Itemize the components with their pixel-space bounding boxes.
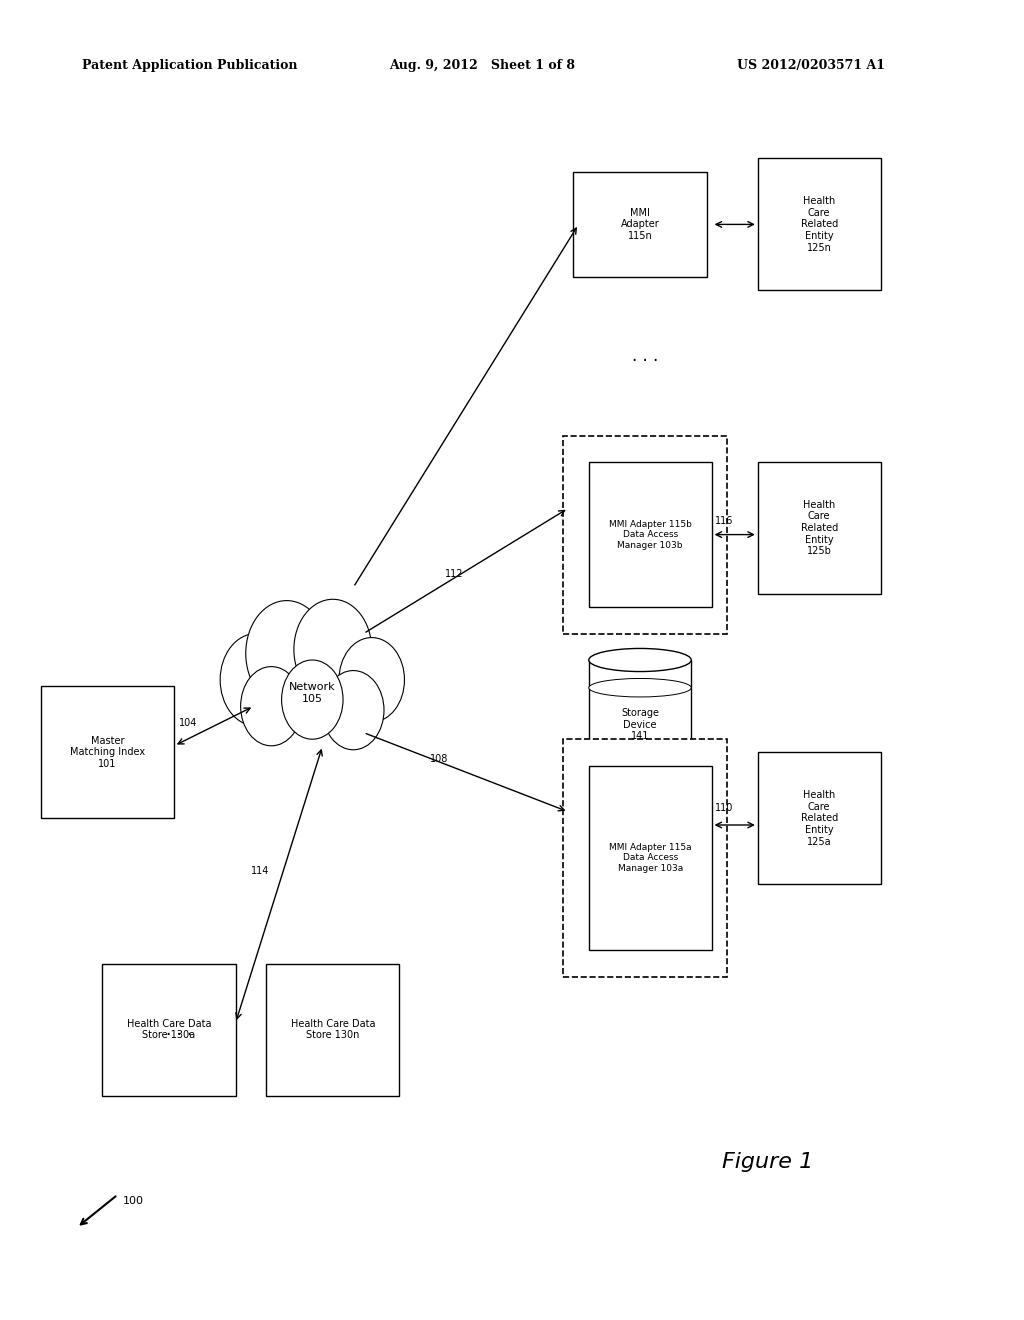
Text: Health
Care
Related
Entity
125b: Health Care Related Entity 125b [801, 500, 838, 556]
Text: Figure 1: Figure 1 [722, 1151, 814, 1172]
FancyBboxPatch shape [563, 739, 727, 977]
Text: Health Care Data
Store 130n: Health Care Data Store 130n [291, 1019, 375, 1040]
Text: Network
105: Network 105 [289, 682, 336, 704]
FancyBboxPatch shape [589, 660, 691, 752]
FancyBboxPatch shape [41, 686, 174, 818]
Text: . . .: . . . [166, 1020, 193, 1039]
Circle shape [246, 601, 328, 706]
Circle shape [339, 638, 404, 722]
Ellipse shape [589, 648, 691, 672]
FancyBboxPatch shape [758, 158, 881, 290]
FancyBboxPatch shape [758, 752, 881, 884]
Text: Master
Matching Index
101: Master Matching Index 101 [70, 735, 145, 770]
Text: Storage
Device
141: Storage Device 141 [621, 708, 659, 742]
Text: US 2012/0203571 A1: US 2012/0203571 A1 [737, 59, 886, 73]
FancyBboxPatch shape [563, 436, 727, 634]
Text: 112: 112 [445, 569, 464, 579]
Circle shape [282, 660, 343, 739]
Circle shape [220, 634, 292, 726]
Text: MMI Adapter 115a
Data Access
Manager 103a: MMI Adapter 115a Data Access Manager 103… [609, 843, 691, 873]
FancyBboxPatch shape [573, 172, 707, 277]
FancyBboxPatch shape [589, 766, 712, 950]
Text: Health Care Data
Store 130a: Health Care Data Store 130a [127, 1019, 211, 1040]
Circle shape [294, 599, 372, 700]
Text: MMI Adapter 115b
Data Access
Manager 103b: MMI Adapter 115b Data Access Manager 103… [609, 520, 691, 549]
Text: Patent Application Publication: Patent Application Publication [82, 59, 297, 73]
Text: . . .: . . . [632, 347, 658, 366]
FancyBboxPatch shape [589, 462, 712, 607]
FancyBboxPatch shape [102, 964, 236, 1096]
FancyBboxPatch shape [758, 462, 881, 594]
Text: MMI
Adapter
115n: MMI Adapter 115n [621, 207, 659, 242]
Text: 116: 116 [715, 516, 733, 527]
Circle shape [323, 671, 384, 750]
Text: Aug. 9, 2012   Sheet 1 of 8: Aug. 9, 2012 Sheet 1 of 8 [389, 59, 575, 73]
Ellipse shape [589, 678, 691, 697]
Circle shape [241, 667, 302, 746]
Text: 108: 108 [430, 754, 449, 764]
Text: 110: 110 [715, 803, 733, 813]
Text: 114: 114 [251, 866, 269, 876]
Text: 104: 104 [179, 718, 198, 729]
Text: Health
Care
Related
Entity
125a: Health Care Related Entity 125a [801, 791, 838, 846]
Text: Health
Care
Related
Entity
125n: Health Care Related Entity 125n [801, 197, 838, 252]
FancyBboxPatch shape [266, 964, 399, 1096]
Text: 100: 100 [123, 1196, 144, 1206]
